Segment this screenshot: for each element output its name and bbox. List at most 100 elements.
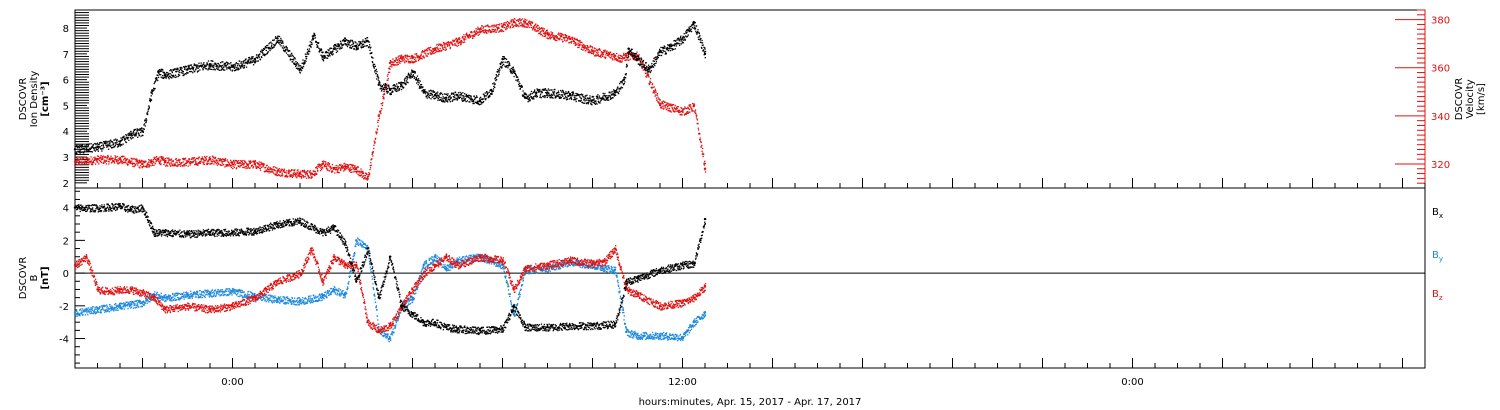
velocity-sample [299, 174, 301, 176]
velocity-sample [308, 176, 310, 178]
velocity-sample [202, 161, 204, 163]
by-sample [76, 315, 78, 317]
velocity-sample [683, 108, 685, 110]
density-sample [553, 91, 556, 93]
density-sample [396, 88, 398, 90]
density-sample [539, 93, 542, 95]
density-sample [97, 148, 99, 151]
density-sample [583, 99, 585, 101]
density-sample [600, 99, 602, 101]
density-sample [98, 146, 101, 148]
velocity-sample [689, 111, 691, 113]
density-sample [221, 61, 223, 63]
velocity-sample [340, 165, 342, 168]
velocity-sample [458, 42, 460, 44]
density-sample [252, 64, 255, 66]
density-sample [659, 54, 661, 57]
density-sample [174, 68, 176, 70]
velocity-sample [256, 162, 259, 165]
density-sample [582, 102, 584, 104]
density-sample [447, 101, 449, 103]
velocity-sample [241, 163, 244, 166]
density-sample [351, 39, 354, 42]
velocity-sample [192, 160, 195, 162]
velocity-sample [322, 167, 324, 169]
velocity-sample [560, 32, 562, 35]
density-sample [510, 72, 512, 74]
density-sample [367, 40, 369, 42]
velocity-sample [208, 159, 210, 161]
density-sample [454, 91, 457, 94]
velocity-sample [362, 172, 365, 175]
velocity-sample [694, 109, 697, 111]
velocity-sample [688, 104, 690, 106]
density-sample [618, 90, 621, 92]
density-sample [161, 75, 164, 77]
velocity-sample [155, 160, 158, 162]
density-sample [365, 40, 367, 42]
density-sample [165, 77, 168, 79]
velocity-sample [546, 37, 548, 39]
velocity-sample [313, 174, 316, 177]
density-sample [607, 99, 610, 101]
velocity-sample [303, 169, 305, 172]
velocity-sample [489, 26, 491, 28]
density-sample [613, 89, 615, 91]
velocity-sample [641, 63, 644, 65]
density-sample [484, 92, 486, 94]
density-sample [298, 63, 300, 65]
density-sample [320, 48, 322, 50]
density-sample [703, 51, 706, 53]
velocity-sample [132, 165, 134, 167]
density-sample [614, 91, 616, 94]
density-sample [593, 102, 596, 104]
density-sample [657, 52, 660, 54]
by-sample [75, 315, 77, 317]
density-sample [531, 96, 533, 98]
density-sample [506, 64, 508, 67]
density-sample [357, 46, 359, 48]
density-sample [171, 77, 173, 79]
velocity-sample [280, 168, 282, 170]
density-sample [233, 67, 236, 70]
density-sample [327, 49, 329, 51]
velocity-sample [704, 160, 706, 162]
density-sample [356, 47, 358, 50]
velocity-sample [502, 25, 504, 27]
density-tick-label: 7 [63, 50, 69, 61]
density-sample [570, 96, 572, 98]
velocity-sample [591, 47, 594, 49]
density-sample [496, 75, 498, 77]
velocity-sample [622, 57, 624, 59]
velocity-sample [340, 168, 342, 171]
density-sample [633, 54, 635, 57]
density-sample [548, 92, 550, 94]
velocity-sample [641, 67, 643, 69]
density-sample [245, 58, 247, 60]
density-sample [380, 84, 382, 86]
density-sample [86, 144, 88, 146]
density-sample [691, 23, 693, 26]
density-sample [107, 144, 109, 146]
density-sample [328, 53, 331, 56]
velocity-sample [131, 163, 134, 165]
velocity-sample [299, 172, 302, 174]
density-sample [562, 92, 565, 94]
density-sample [344, 37, 347, 40]
density-sample [645, 67, 648, 69]
density-sample [572, 93, 575, 95]
velocity-sample [681, 109, 684, 111]
density-sample [221, 64, 224, 67]
density-sample [231, 70, 233, 72]
density-sample [403, 82, 405, 84]
density-sample [566, 97, 568, 99]
velocity-sample [116, 162, 118, 164]
density-sample [349, 45, 352, 47]
velocity-sample [534, 30, 536, 32]
velocity-sample [298, 171, 300, 173]
velocity-sample [257, 166, 260, 169]
density-sample [213, 63, 215, 65]
density-sample [649, 71, 652, 73]
density-sample [700, 37, 702, 40]
